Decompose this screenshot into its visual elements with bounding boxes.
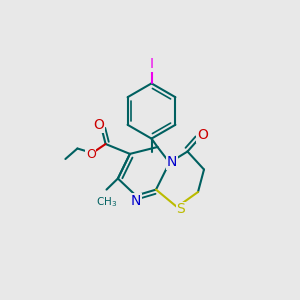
Text: O: O — [197, 128, 208, 142]
Text: N: N — [167, 155, 177, 169]
Text: N: N — [131, 194, 141, 208]
Text: S: S — [176, 202, 185, 216]
Text: I: I — [149, 57, 154, 71]
Text: O: O — [94, 118, 104, 132]
Text: CH$_3$: CH$_3$ — [96, 195, 117, 209]
Text: O: O — [86, 148, 96, 161]
